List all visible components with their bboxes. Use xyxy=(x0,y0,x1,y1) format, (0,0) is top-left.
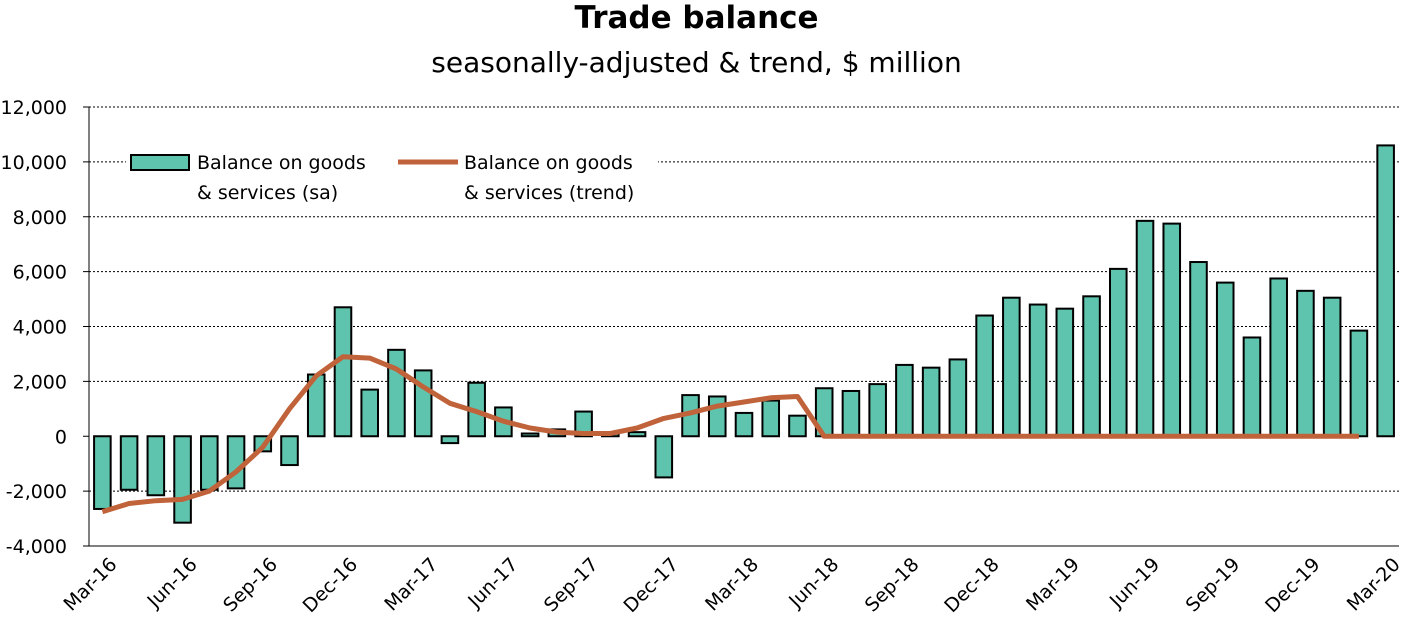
bar-Jul-18 xyxy=(841,389,861,438)
bar-Dec-18 xyxy=(975,314,994,438)
bar-Oct-16 xyxy=(280,435,299,467)
legend-label-sa-line1: Balance on goods xyxy=(197,152,366,174)
bar-May-19 xyxy=(1108,267,1128,438)
bar-Nov-18 xyxy=(948,358,968,438)
bar-Mar-20 xyxy=(1376,144,1395,438)
bar-Mar-19 xyxy=(1055,307,1075,438)
bar-Feb-18 xyxy=(707,395,727,438)
bar-Jun-16 xyxy=(173,435,192,524)
x-tick-label: Sep-19 xyxy=(1182,554,1245,617)
bar-Dec-19 xyxy=(1296,289,1315,438)
bar-Feb-17 xyxy=(387,348,406,438)
x-tick-label: Mar-17 xyxy=(380,554,442,616)
bar-Jan-17 xyxy=(360,388,380,438)
x-tick-label: Mar-18 xyxy=(701,554,763,616)
x-tick-label: Jun-16 xyxy=(143,554,202,613)
bar-Mar-18 xyxy=(734,411,754,438)
legend-label-trend-line2: & services (trend) xyxy=(464,182,634,204)
chart-title: Trade balance xyxy=(574,0,819,36)
bar-Dec-17 xyxy=(654,435,674,479)
y-tick-label: -2,000 xyxy=(6,481,67,503)
legend-label-trend-line1: Balance on goods xyxy=(464,152,633,174)
y-tick-label: 4,000 xyxy=(13,317,67,339)
y-tick-label: 2,000 xyxy=(13,371,67,393)
x-tick-label: Jun-17 xyxy=(463,554,522,613)
legend-swatch-bar xyxy=(130,154,190,171)
x-tick-label: Sep-16 xyxy=(219,554,282,617)
x-tick-label: Jun-19 xyxy=(1105,554,1164,613)
y-tick-label: -4,000 xyxy=(6,536,67,558)
bar-Oct-18 xyxy=(921,366,941,438)
bar-Aug-16 xyxy=(226,435,246,490)
bar-Jan-19 xyxy=(1002,296,1021,438)
x-tick-label: Jun-18 xyxy=(784,554,843,613)
bar-May-18 xyxy=(788,414,807,438)
bar-Nov-19 xyxy=(1269,277,1288,438)
bar-Dec-16 xyxy=(333,306,353,438)
bar-Jul-16 xyxy=(200,435,219,491)
x-tick-label: Dec-17 xyxy=(619,554,683,618)
y-tick-label: 12,000 xyxy=(1,97,67,119)
x-tick-label: Dec-19 xyxy=(1261,554,1325,618)
bar-Aug-18 xyxy=(868,383,887,438)
bar-Sep-18 xyxy=(895,363,914,438)
trend-line xyxy=(101,354,1359,515)
bar-Feb-19 xyxy=(1028,303,1048,438)
bar-Feb-20 xyxy=(1349,329,1369,438)
bar-Jul-17 xyxy=(520,432,540,438)
x-tick-label: Sep-17 xyxy=(540,554,603,617)
bar-Apr-19 xyxy=(1082,295,1101,438)
bar-Sep-19 xyxy=(1215,281,1235,438)
legend-label-sa-line2: & services (sa) xyxy=(197,182,338,204)
legend: Balance on goods & services (sa) Balance… xyxy=(126,142,658,210)
bar-Jul-19 xyxy=(1162,222,1182,438)
bar-Apr-16 xyxy=(119,435,139,491)
bar-Nov-17 xyxy=(627,431,647,438)
x-tick-label: Mar-19 xyxy=(1022,554,1084,616)
bar-Apr-17 xyxy=(440,435,460,445)
y-tick-label: 6,000 xyxy=(13,262,67,284)
trend-series xyxy=(101,354,1359,515)
x-tick-label: Mar-16 xyxy=(60,554,122,616)
chart-subtitle: seasonally-adjusted & trend, $ million xyxy=(431,46,962,79)
y-tick-label: 8,000 xyxy=(13,207,67,229)
bar-Jun-19 xyxy=(1135,219,1155,438)
bar-Apr-18 xyxy=(761,399,781,438)
bar-Sep-17 xyxy=(574,410,593,438)
x-tick-label: Sep-18 xyxy=(861,554,924,617)
bar-Mar-16 xyxy=(93,435,112,510)
x-tick-label: Mar-20 xyxy=(1343,554,1403,616)
y-tick-label: 10,000 xyxy=(1,152,67,174)
bar-Oct-19 xyxy=(1242,336,1262,438)
bar-May-16 xyxy=(146,435,166,497)
bar-Jan-20 xyxy=(1322,296,1342,438)
x-tick-label: Dec-16 xyxy=(299,554,363,618)
y-tick-label: 0 xyxy=(55,426,67,448)
legend-background xyxy=(126,142,658,210)
bar-Aug-19 xyxy=(1189,261,1208,438)
x-tick-label: Dec-18 xyxy=(940,554,1004,618)
